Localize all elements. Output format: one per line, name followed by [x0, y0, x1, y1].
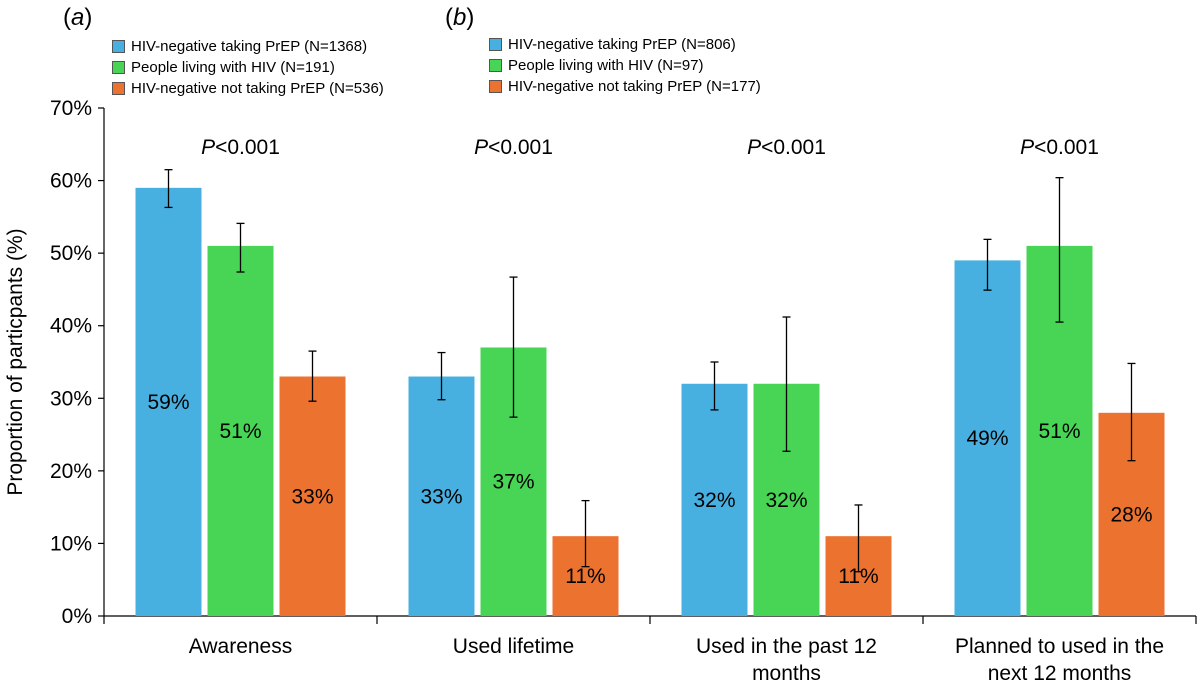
p-value-label: P<0.001: [474, 136, 553, 159]
p-value-symbol: P: [201, 136, 215, 159]
panel-letter-a: a: [71, 4, 85, 31]
p-value-label: P<0.001: [747, 136, 826, 159]
x-category-label-line: Used in the past 12: [696, 635, 877, 658]
x-category-label: Planned to used in the next 12 months: [955, 635, 1164, 685]
legend-swatch: [489, 59, 502, 72]
data-label: 59%: [147, 391, 189, 414]
y-tick-label: 0%: [62, 605, 92, 628]
legend-label: HIV-negative not taking PrEP (N=536): [131, 80, 384, 97]
bar: [408, 376, 475, 616]
y-tick-label: 20%: [50, 460, 92, 483]
p-value-number: <0.001: [215, 136, 280, 159]
p-value-label: P<0.001: [1020, 136, 1099, 159]
legend-a-item-hiv-neg-prep: HIV-negative taking PrEP (N=1368): [112, 36, 384, 57]
data-label: 11%: [565, 565, 605, 588]
bar: [135, 187, 202, 617]
legend-b-item-hiv-neg-no-prep: HIV-negative not taking PrEP (N=177): [489, 76, 761, 97]
data-label: 11%: [838, 565, 878, 588]
data-label: 51%: [219, 420, 261, 443]
bar: [207, 245, 274, 616]
legend-a: HIV-negative taking PrEP (N=1368) People…: [112, 36, 384, 99]
y-tick-label: 40%: [50, 315, 92, 338]
data-label: 33%: [420, 485, 462, 508]
x-category-label: Used lifetime: [453, 635, 574, 658]
data-label: 32%: [765, 489, 807, 512]
p-value-number: <0.001: [488, 136, 553, 159]
data-label: 49%: [966, 427, 1008, 450]
data-label: 33%: [291, 485, 333, 508]
x-category-label-line: months: [752, 662, 821, 685]
x-category-label: Awareness: [189, 635, 293, 658]
legend-label: HIV-negative not taking PrEP (N=177): [508, 78, 761, 95]
legend-label: HIV-negative taking PrEP (N=1368): [131, 38, 368, 55]
p-value-symbol: P: [474, 136, 488, 159]
legend-swatch: [112, 40, 125, 53]
y-tick-label: 70%: [50, 97, 92, 120]
data-label: 32%: [693, 489, 735, 512]
legend-a-item-plhiv: People living with HIV (N=191): [112, 57, 384, 78]
data-label: 51%: [1038, 420, 1080, 443]
legend-a-item-hiv-neg-no-prep: HIV-negative not taking PrEP (N=536): [112, 78, 384, 99]
y-tick-label: 30%: [50, 387, 92, 410]
bar: [954, 260, 1021, 616]
y-tick-label: 60%: [50, 170, 92, 193]
p-value-symbol: P: [1020, 136, 1034, 159]
x-category-label-line: next 12 months: [988, 662, 1132, 685]
p-value-symbol: P: [747, 136, 761, 159]
x-category-label-line: Awareness: [189, 635, 293, 658]
p-value-number: <0.001: [761, 136, 826, 159]
y-tick-label: 50%: [50, 242, 92, 265]
data-label: 28%: [1110, 503, 1152, 526]
x-category-label-line: Used lifetime: [453, 635, 574, 658]
x-category-label: Used in the past 12 months: [696, 635, 877, 685]
legend-b-item-plhiv: People living with HIV (N=97): [489, 55, 761, 76]
legend-swatch: [489, 38, 502, 51]
panel-label-a: (a): [63, 4, 93, 31]
legend-label: People living with HIV (N=97): [508, 57, 704, 74]
legend-b: HIV-negative taking PrEP (N=806) People …: [489, 34, 761, 97]
bar: [279, 376, 346, 616]
legend-label: HIV-negative taking PrEP (N=806): [508, 36, 736, 53]
data-label: 37%: [492, 471, 534, 494]
p-value-number: <0.001: [1034, 136, 1099, 159]
y-tick-label: 10%: [50, 532, 92, 555]
legend-swatch: [489, 80, 502, 93]
panel-label-b: (b): [445, 4, 475, 31]
p-value-label: P<0.001: [201, 136, 280, 159]
panel-letter-b: b: [453, 4, 467, 31]
x-category-label-line: Planned to used in the: [955, 635, 1164, 658]
legend-b-item-hiv-neg-prep: HIV-negative taking PrEP (N=806): [489, 34, 761, 55]
legend-swatch: [112, 61, 125, 74]
legend-label: People living with HIV (N=191): [131, 59, 335, 76]
y-axis-title: Proportion of particpants (%): [4, 228, 27, 495]
bar: [681, 383, 748, 616]
legend-swatch: [112, 82, 125, 95]
